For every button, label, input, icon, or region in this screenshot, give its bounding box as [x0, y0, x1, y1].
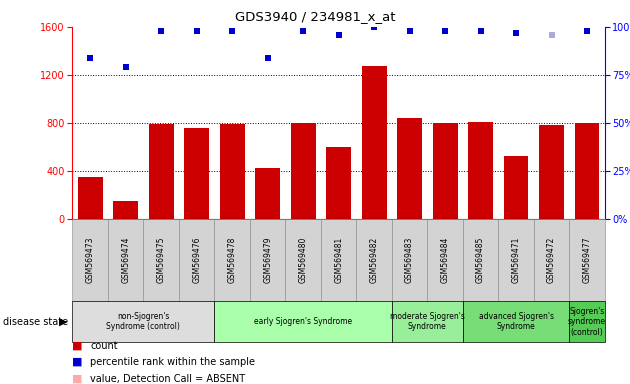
Text: non-Sjogren's
Syndrome (control): non-Sjogren's Syndrome (control) — [106, 312, 180, 331]
Text: GSM569472: GSM569472 — [547, 237, 556, 283]
Text: GSM569474: GSM569474 — [121, 237, 130, 283]
Text: advanced Sjogren's
Syndrome: advanced Sjogren's Syndrome — [479, 312, 554, 331]
Text: GSM569477: GSM569477 — [583, 237, 592, 283]
Text: ■: ■ — [72, 341, 83, 351]
Text: GSM569476: GSM569476 — [192, 237, 201, 283]
Bar — [255, 169, 280, 219]
Bar — [433, 123, 457, 219]
Text: value, Detection Call = ABSENT: value, Detection Call = ABSENT — [90, 374, 245, 384]
Text: GSM569481: GSM569481 — [334, 237, 343, 283]
Bar — [149, 124, 174, 219]
Bar — [575, 124, 600, 219]
Text: GSM569480: GSM569480 — [299, 237, 307, 283]
Text: GSM569482: GSM569482 — [370, 237, 379, 283]
Bar — [468, 122, 493, 219]
Text: GSM569473: GSM569473 — [86, 237, 94, 283]
Text: early Sjogren's Syndrome: early Sjogren's Syndrome — [254, 317, 352, 326]
Text: GSM569478: GSM569478 — [227, 237, 237, 283]
Text: GSM569483: GSM569483 — [405, 237, 414, 283]
Text: GDS3940 / 234981_x_at: GDS3940 / 234981_x_at — [235, 10, 395, 23]
Bar — [503, 157, 529, 219]
Text: Sjogren's
syndrome
(control): Sjogren's syndrome (control) — [568, 307, 606, 336]
Text: ▶: ▶ — [59, 316, 67, 327]
Text: GSM569485: GSM569485 — [476, 237, 485, 283]
Text: GSM569484: GSM569484 — [440, 237, 450, 283]
Text: count: count — [90, 341, 118, 351]
Bar — [326, 147, 351, 219]
Bar — [362, 66, 387, 219]
Bar — [77, 177, 103, 219]
Bar — [290, 124, 316, 219]
Bar — [539, 125, 564, 219]
Text: GSM569471: GSM569471 — [512, 237, 520, 283]
Text: ■: ■ — [72, 357, 83, 367]
Text: percentile rank within the sample: percentile rank within the sample — [90, 357, 255, 367]
Text: GSM569479: GSM569479 — [263, 237, 272, 283]
Text: GSM569475: GSM569475 — [157, 237, 166, 283]
Text: moderate Sjogren's
Syndrome: moderate Sjogren's Syndrome — [390, 312, 465, 331]
Bar — [397, 118, 422, 219]
Bar — [113, 201, 138, 219]
Bar — [220, 124, 244, 219]
Bar — [184, 127, 209, 219]
Text: disease state: disease state — [3, 316, 68, 327]
Text: ■: ■ — [72, 374, 83, 384]
